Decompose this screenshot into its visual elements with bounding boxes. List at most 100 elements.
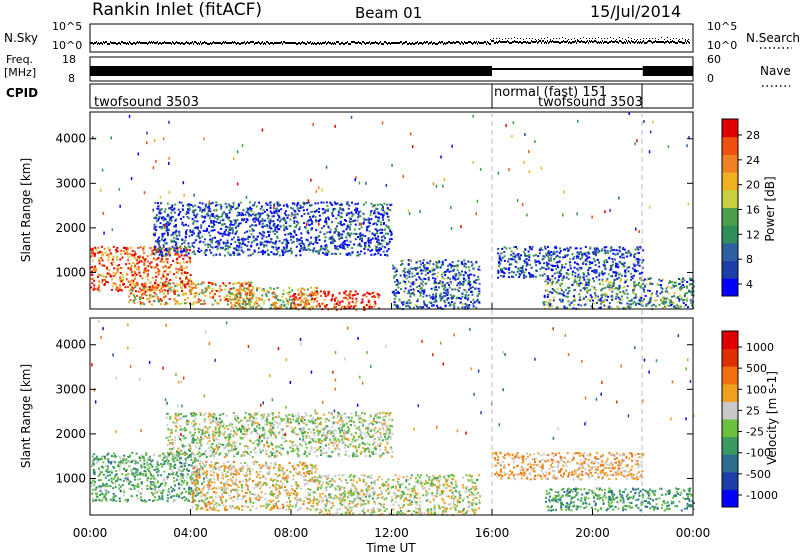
heatmap-cell (136, 268, 139, 271)
nsky-point (567, 40, 568, 42)
heatmap-cell (219, 238, 222, 241)
heatmap-cell (610, 266, 612, 269)
heatmap-cell (641, 261, 644, 264)
heatmap-cell (283, 303, 286, 306)
heatmap-cell (197, 292, 200, 295)
nsky-point (576, 42, 577, 44)
heatmap-cell (192, 205, 194, 208)
heatmap-cell (430, 287, 433, 290)
heatmap-cell (136, 295, 138, 297)
heatmap-cell (139, 300, 142, 303)
heatmap-cell (561, 282, 564, 285)
heatmap-cell (435, 184, 438, 188)
heatmap-cell (511, 270, 513, 273)
heatmap-cell (368, 300, 371, 302)
heatmap-cell (584, 283, 587, 286)
heatmap-cell (383, 210, 386, 213)
heatmap-cell (248, 290, 251, 293)
power-panel-bg (90, 112, 693, 309)
heatmap-cell (602, 283, 605, 286)
nsky-point (168, 42, 169, 44)
heatmap-cell (162, 282, 165, 285)
heatmap-cell (608, 305, 611, 308)
heatmap-cell (335, 217, 338, 220)
heatmap-cell (97, 246, 100, 249)
heatmap-cell (166, 250, 169, 253)
heatmap-cell (661, 301, 664, 304)
nsky-point (119, 42, 120, 44)
heatmap-cell (197, 206, 200, 209)
heatmap-cell (152, 208, 154, 212)
heatmap-cell (330, 299, 333, 302)
heatmap-cell (476, 295, 479, 297)
heatmap-cell (276, 235, 279, 238)
heatmap-cell (129, 283, 132, 286)
heatmap-cell (190, 291, 193, 294)
heatmap-cell (373, 204, 376, 207)
heatmap-cell (201, 209, 204, 212)
heatmap-cell (528, 273, 531, 276)
heatmap-cell (354, 203, 357, 206)
nsky-point (236, 43, 237, 45)
heatmap-cell (402, 303, 404, 306)
heatmap-cell (633, 300, 636, 303)
heatmap-cell (147, 297, 150, 300)
heatmap-cell (306, 220, 309, 223)
heatmap-cell (101, 254, 104, 257)
heatmap-cell (524, 253, 526, 255)
heatmap-cell (337, 210, 340, 212)
heatmap-cell (99, 274, 102, 277)
heatmap-cell (683, 294, 686, 297)
heatmap-cell (419, 292, 422, 295)
heatmap-cell (249, 299, 252, 302)
heatmap-cell (601, 278, 604, 281)
heatmap-cell (242, 242, 245, 245)
heatmap-cell (448, 281, 451, 284)
nsky-point (605, 41, 606, 43)
heatmap-cell (247, 235, 250, 238)
heatmap-cell (206, 288, 208, 291)
heatmap-cell (365, 304, 368, 307)
heatmap-cell (405, 277, 408, 280)
heatmap-cell (332, 215, 335, 217)
heatmap-cell (272, 220, 275, 223)
heatmap-cell (582, 261, 585, 264)
heatmap-cell (174, 267, 177, 270)
heatmap-cell (450, 297, 453, 300)
heatmap-cell (270, 238, 273, 240)
heatmap-cell (587, 289, 589, 292)
heatmap-cell (600, 296, 603, 299)
nsky-point (632, 41, 633, 43)
heatmap-cell (253, 224, 256, 227)
heatmap-cell (188, 285, 191, 288)
heatmap-cell (125, 278, 128, 281)
heatmap-cell (447, 264, 450, 267)
nsky-point (198, 42, 199, 44)
heatmap-cell (435, 295, 437, 298)
cpid-segment-1: twofsound 3503 (94, 95, 199, 110)
nsky-point (96, 41, 97, 43)
heatmap-cell (164, 254, 167, 257)
heatmap-cell (326, 294, 329, 297)
heatmap-cell (141, 284, 144, 287)
heatmap-cell (431, 297, 434, 300)
nsky-point (130, 42, 131, 44)
nsky-point (523, 41, 524, 43)
nsky-point (542, 40, 543, 42)
heatmap-cell (222, 282, 225, 285)
heatmap-cell (249, 301, 252, 303)
heatmap-cell (286, 216, 289, 219)
heatmap-cell (277, 299, 280, 301)
heatmap-cell (686, 144, 688, 148)
heatmap-cell (232, 224, 235, 226)
heatmap-cell (166, 290, 169, 292)
heatmap-cell (112, 271, 115, 274)
heatmap-cell (407, 268, 410, 271)
heatmap-cell (474, 287, 476, 290)
heatmap-cell (214, 283, 217, 286)
heatmap-cell (238, 304, 241, 307)
heatmap-cell (232, 287, 235, 290)
heatmap-cell (378, 216, 381, 219)
heatmap-cell (520, 254, 522, 257)
heatmap-cell (516, 199, 519, 203)
